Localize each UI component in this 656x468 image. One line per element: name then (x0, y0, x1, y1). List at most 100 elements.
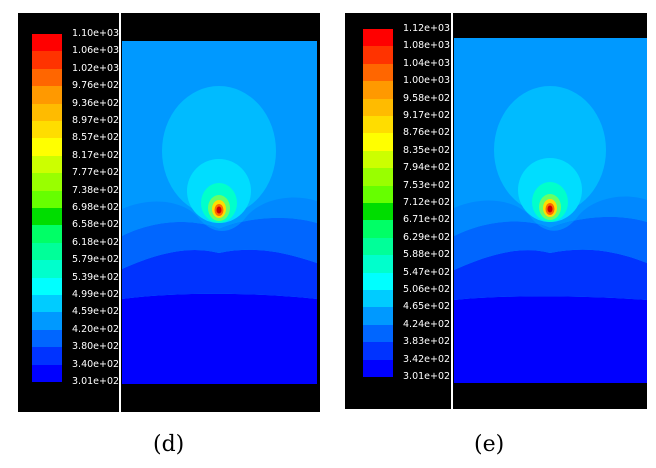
colorbar-tick-label: 1.02e+03 (72, 62, 120, 74)
colorbar-tick-label: 1.06e+03 (72, 45, 120, 57)
colorbar-tick-label: 8.35e+02 (403, 144, 451, 156)
colorbar-tick-label: 6.71e+02 (403, 214, 451, 226)
colorbar-tick-label: 7.94e+02 (403, 162, 451, 174)
colorbar-tick-label: 1.12e+03 (403, 23, 451, 34)
colorbar-tick-label: 5.06e+02 (403, 284, 451, 295)
colorbar-swatch (32, 260, 62, 279)
colorbar-swatch (363, 237, 393, 256)
colorbar-tick-label: 1.04e+03 (403, 57, 451, 69)
colorbar-swatch (32, 347, 62, 366)
colorbar-tick-label: 1.00e+03 (403, 75, 451, 87)
colorbar-swatch (32, 34, 62, 52)
colorbar-tick-label: 4.99e+02 (72, 289, 120, 300)
colorbar-swatch (363, 307, 393, 326)
colorbar-swatch (363, 359, 393, 378)
colorbar-swatch (32, 295, 62, 313)
colorbar-swatch (32, 208, 62, 226)
colorbar-tick-label: 7.38e+02 (72, 184, 120, 196)
colorbar-swatch (363, 255, 393, 274)
colorbar-swatch (363, 220, 393, 239)
colorbar-tick-label: 8.76e+02 (403, 127, 451, 139)
colorbar-swatch (363, 29, 393, 47)
colorbar-tick-label: 7.12e+02 (403, 197, 451, 208)
colorbar-tick-label: 9.36e+02 (72, 97, 120, 109)
colorbar-legend-d: 1.10e+03 1.06e+03 1.02e+03 9.76e+02 9.36e+02… (32, 29, 122, 394)
colorbar-swatch (363, 203, 393, 221)
colorbar-swatch (363, 98, 393, 117)
contour-band-mid (454, 216, 647, 270)
colorbar-tick-label: 5.79e+02 (72, 254, 120, 266)
colorbar-swatch (32, 329, 62, 348)
contour-band-upper (454, 196, 647, 236)
contour-panel-d: 1.10e+03 1.06e+03 1.02e+03 9.76e+02 9.36e+02… (18, 13, 320, 412)
colorbar-tick-label: 7.77e+02 (72, 167, 120, 179)
colorbar-tick-label: 8.57e+02 (72, 132, 120, 144)
contour-panel-e: 1.12e+03 1.08e+03 1.04e+03 1.00e+03 9.58e+02… (345, 13, 647, 409)
colorbar-tick-label: 6.58e+02 (72, 219, 120, 231)
panel-divider-d (119, 13, 121, 412)
colorbar-tick-label: 5.39e+02 (72, 271, 120, 283)
colorbar-swatch (363, 46, 393, 65)
contour-band-lower (454, 249, 647, 300)
colorbar-tick-label: 4.59e+02 (72, 306, 120, 318)
colorbar-swatch (363, 168, 393, 187)
colorbar-tick-label: 4.20e+02 (72, 323, 120, 335)
colorbar-tick-label: 1.08e+03 (403, 40, 451, 52)
colorbar-swatch (363, 272, 393, 291)
colorbar-tick-label: 6.18e+02 (72, 236, 120, 248)
contour-band-mid (122, 217, 317, 269)
colorbar-tick-label: 4.65e+02 (403, 301, 451, 313)
colorbar-swatch (32, 364, 62, 383)
colorbar-tick-label: 3.40e+02 (72, 358, 120, 370)
colorbar-swatch (363, 116, 393, 134)
colorbar-swatch (32, 190, 62, 209)
contour-band-upper (122, 197, 317, 236)
colorbar-tick-label: 3.01e+02 (403, 371, 451, 382)
colorbar-swatch (363, 81, 393, 100)
colorbar-tick-label: 8.97e+02 (72, 115, 120, 126)
colorbar-tick-label: 6.29e+02 (403, 231, 451, 243)
colorbar-swatch (32, 173, 62, 192)
colorbar-tick-label: 6.98e+02 (72, 202, 120, 213)
colorbar-tick-label: 5.47e+02 (403, 266, 451, 278)
colorbar-swatch (363, 63, 393, 82)
temperature-contour-field-e (454, 38, 647, 383)
colorbar-swatch (363, 133, 393, 152)
colorbar-tick-label: 9.58e+02 (403, 92, 451, 104)
colorbar-tick-label: 3.42e+02 (403, 353, 451, 365)
caption-e: (e) (474, 432, 505, 457)
colorbar-swatch (32, 86, 62, 105)
contour-hotspot (547, 205, 553, 213)
colorbar-swatch (32, 312, 62, 331)
colorbar-swatch (32, 242, 62, 261)
colorbar-swatch (363, 290, 393, 308)
colorbar-swatch (32, 51, 62, 70)
colorbar-swatch (32, 121, 62, 139)
colorbar-swatch (32, 103, 62, 122)
colorbar-swatch (32, 225, 62, 244)
colorbar-tick-label: 4.24e+02 (403, 318, 451, 330)
colorbar-tick-label: 3.80e+02 (72, 341, 120, 353)
contour-band-low (454, 296, 647, 383)
colorbar-tick-label: 9.17e+02 (403, 110, 451, 121)
colorbar-swatch (363, 185, 393, 204)
colorbar-swatch (32, 68, 62, 87)
colorbar-swatch (32, 138, 62, 157)
colorbar-swatch (32, 155, 62, 174)
colorbar-tick-label: 3.01e+02 (72, 376, 120, 387)
contour-band-low (122, 293, 317, 384)
panel-divider-e (451, 13, 453, 409)
colorbar-tick-label: 8.17e+02 (72, 149, 120, 161)
colorbar-swatch (32, 277, 62, 296)
colorbar-tick-label: 3.83e+02 (403, 336, 451, 348)
colorbar-tick-label: 5.88e+02 (403, 249, 451, 261)
colorbar-swatch (363, 324, 393, 343)
contour-hotspot (216, 206, 222, 214)
caption-d: (d) (153, 432, 185, 457)
contour-band-lower (122, 249, 317, 299)
colorbar-legend-e: 1.12e+03 1.08e+03 1.04e+03 1.00e+03 9.58e+02… (363, 24, 453, 389)
colorbar-tick-label: 9.76e+02 (72, 80, 120, 92)
colorbar-swatch (363, 342, 393, 361)
colorbar-tick-label: 7.53e+02 (403, 179, 451, 191)
temperature-contour-field-d (122, 41, 317, 384)
